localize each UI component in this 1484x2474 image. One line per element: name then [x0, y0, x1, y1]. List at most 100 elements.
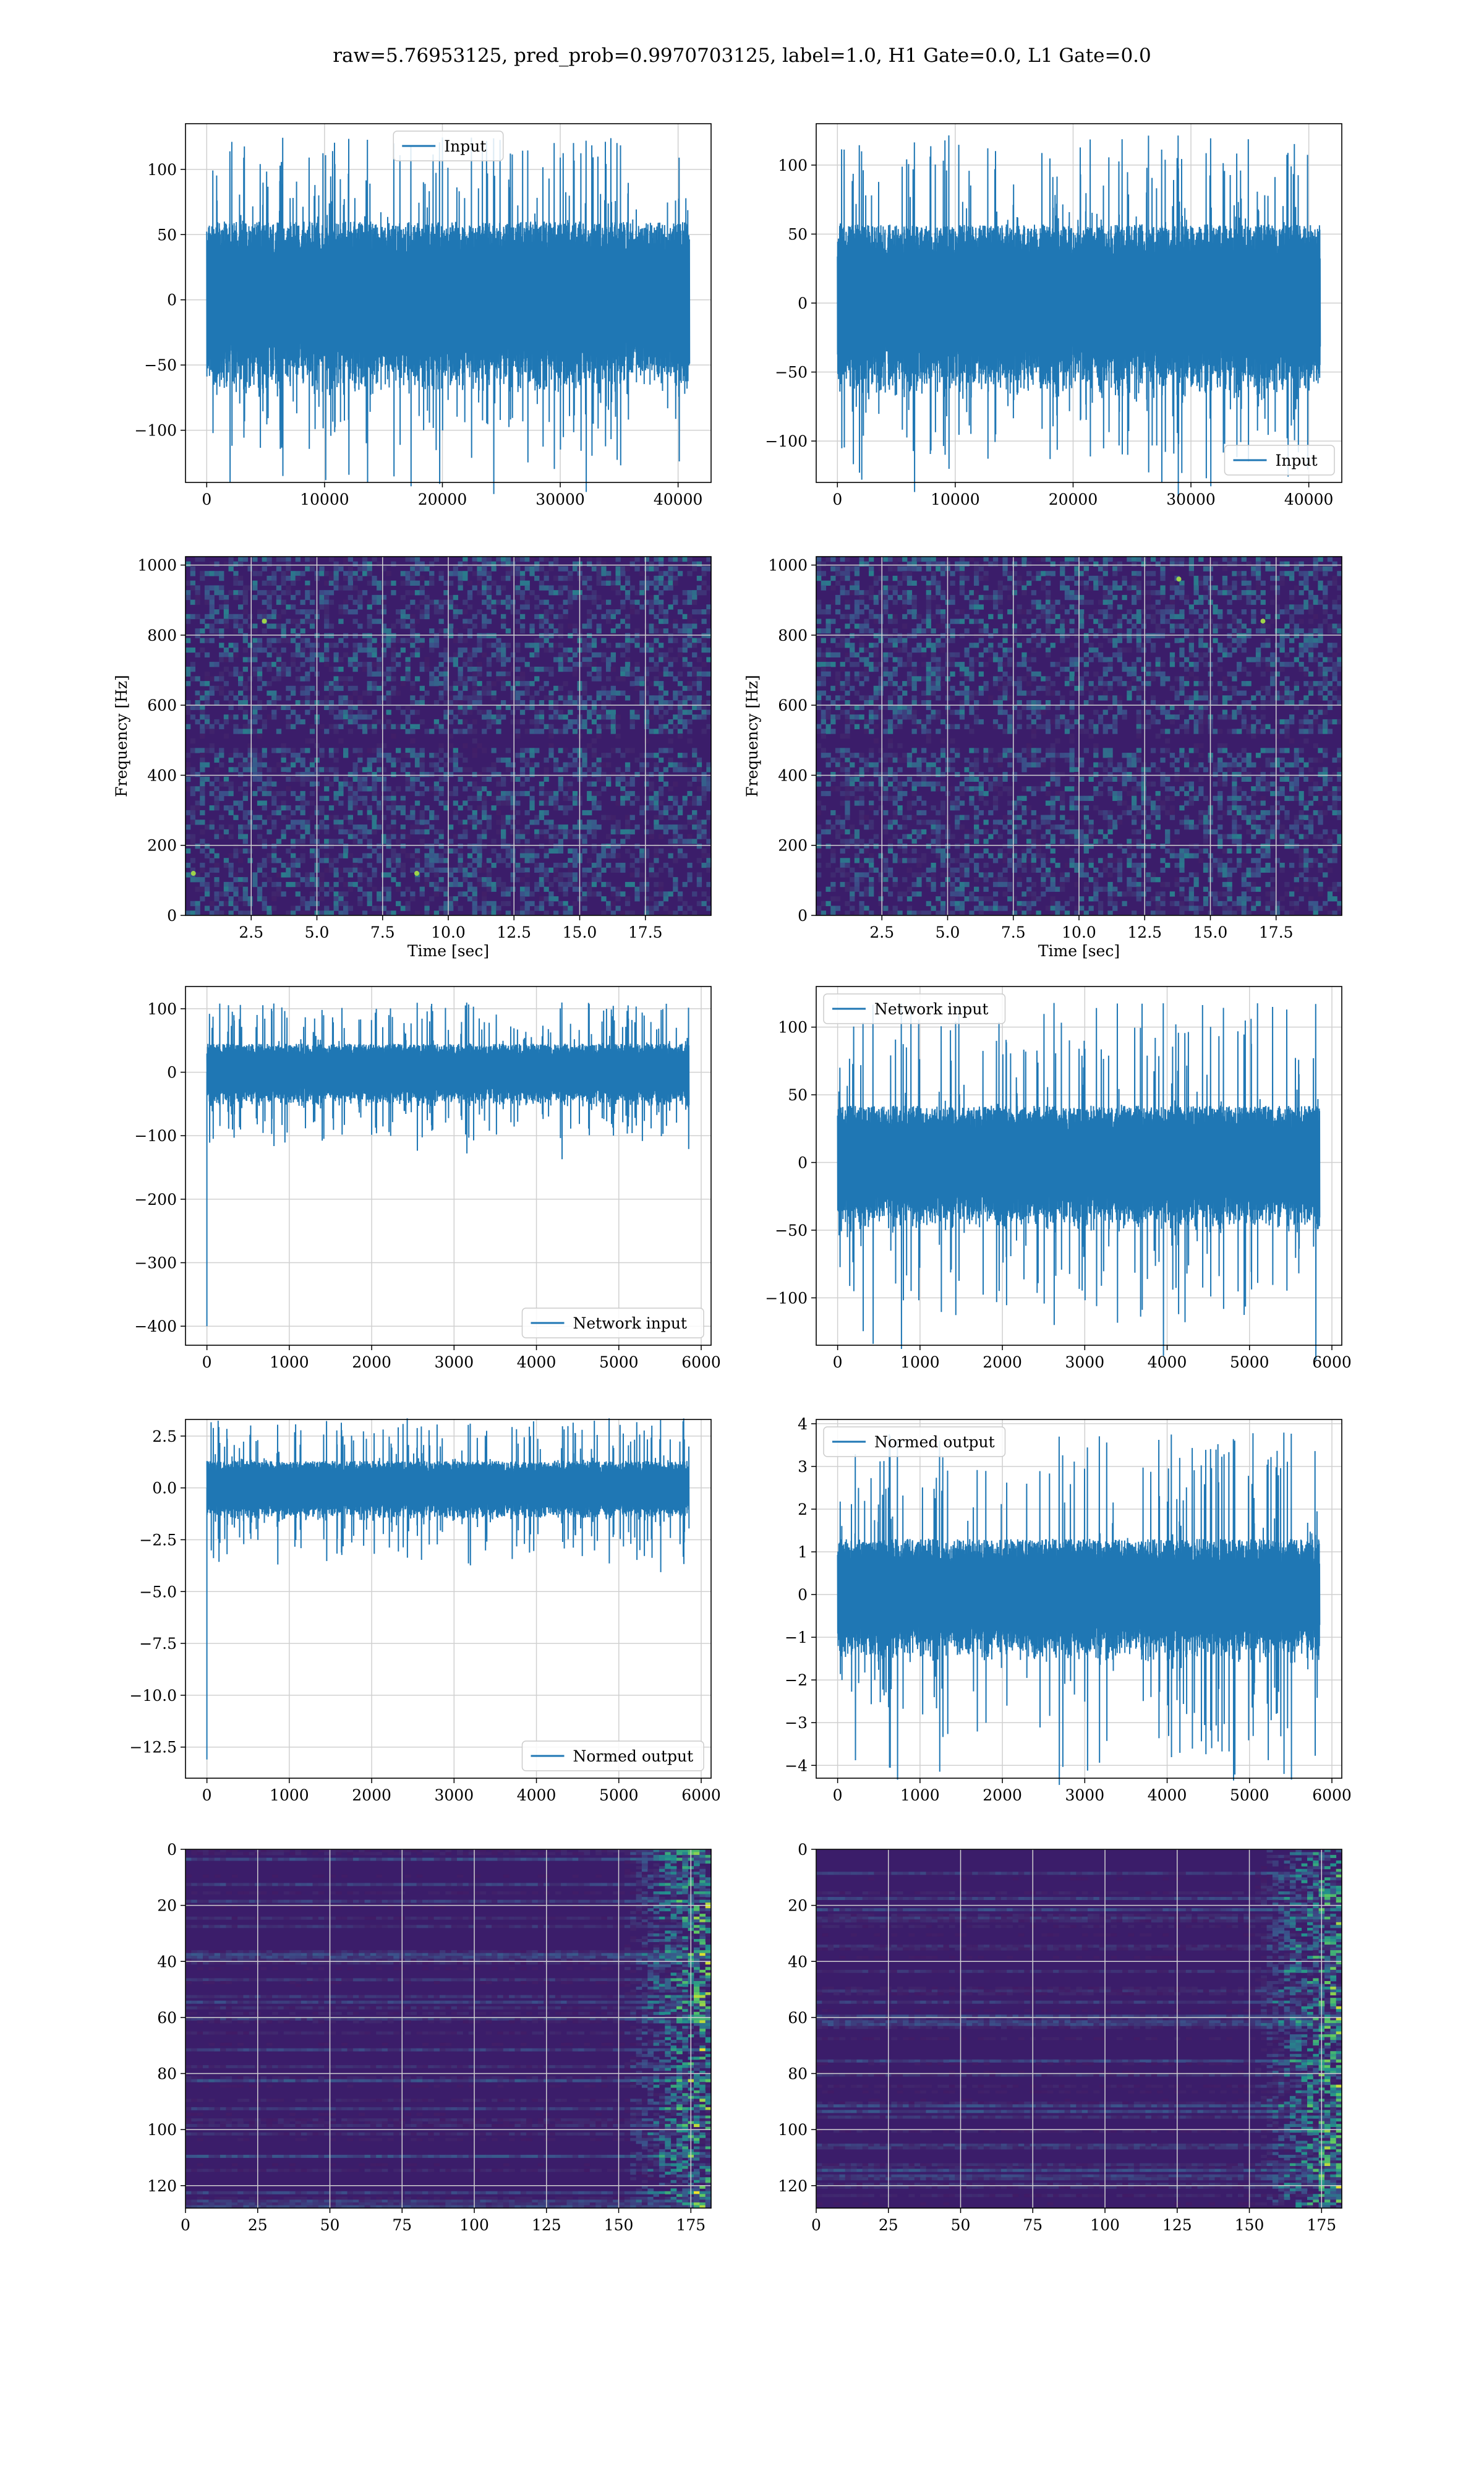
heatmap-cell [553, 700, 559, 706]
heatmap-cell [281, 666, 286, 672]
heatmap-cell [242, 695, 248, 701]
heatmap-cell [300, 690, 305, 696]
heatmap-cell [463, 685, 468, 691]
heatmap-cell [539, 867, 545, 873]
heatmap-cell [1193, 652, 1199, 657]
heatmap-cell [309, 700, 315, 706]
heatmap-cell [649, 561, 654, 567]
heatmap-cell [572, 628, 578, 634]
heatmap-cell [328, 557, 335, 562]
heatmap-cell [649, 772, 654, 777]
heatmap-cell [276, 839, 282, 844]
heatmap-cell [271, 575, 277, 581]
heatmap-cell [610, 685, 616, 691]
heatmap-cell [649, 753, 654, 758]
heatmap-cell [381, 800, 387, 806]
heatmap-cell [1127, 618, 1132, 624]
heatmap-cell [491, 762, 497, 768]
heatmap-cell [892, 557, 898, 562]
heatmap-cell [892, 666, 898, 672]
heatmap-cell [300, 571, 305, 576]
heatmap-cell [1117, 566, 1123, 571]
heatmap-cell [864, 657, 869, 662]
heatmap-cell [1179, 609, 1185, 615]
heatmap-cell [276, 891, 282, 897]
heatmap-cell [267, 776, 272, 782]
heatmap-cell [419, 719, 425, 725]
heatmap-cell [291, 628, 296, 634]
heatmap-cell [572, 623, 578, 629]
heatmap-cell [223, 714, 229, 720]
heatmap-cell [414, 633, 420, 638]
heatmap-cell [1255, 561, 1261, 567]
heatmap-cell [410, 815, 416, 820]
heatmap-cell [228, 862, 234, 868]
heatmap-cell [252, 643, 258, 648]
heatmap-cell [1241, 590, 1247, 596]
heatmap-cell [1274, 604, 1281, 610]
heatmap-cell [1155, 666, 1161, 672]
heatmap-cell [1279, 628, 1285, 634]
heatmap-cell [887, 638, 893, 643]
heatmap-cell [386, 671, 391, 677]
heatmap-cell [515, 695, 521, 701]
heatmap-cell [271, 580, 277, 586]
heatmap-cell [467, 657, 473, 662]
heatmap-cell [1260, 557, 1266, 562]
heatmap-cell [510, 772, 516, 777]
heatmap-cell [333, 790, 339, 797]
heatmap-cell [186, 671, 191, 677]
heatmap-cell [482, 709, 487, 715]
heatmap-cell [247, 757, 253, 763]
heatmap-cell [1284, 662, 1290, 667]
heatmap-cell [386, 666, 391, 672]
heatmap-cell [639, 753, 645, 758]
heatmap-cell [219, 594, 224, 601]
heatmap-cell [291, 790, 296, 797]
heatmap-cell [534, 647, 540, 653]
heatmap-cell [419, 781, 425, 787]
heatmap-cell [696, 844, 702, 849]
heatmap-cell [510, 853, 516, 858]
heatmap-cell [448, 594, 454, 601]
heatmap-cell [825, 623, 831, 629]
heatmap-cell [501, 781, 506, 787]
heatmap-cell [654, 580, 659, 586]
heatmap-cell [558, 748, 563, 753]
figure-title: raw=5.76953125, pred_prob=0.9970703125, … [333, 45, 1151, 67]
heatmap-cell [486, 575, 492, 581]
heatmap-cell [1012, 628, 1018, 634]
heatmap-cell [591, 891, 597, 897]
heatmap-cell [510, 805, 516, 811]
x-tick-label: 30000 [535, 490, 585, 508]
heatmap-cell [544, 829, 549, 835]
heatmap-cell [539, 714, 545, 720]
heatmap-cell [663, 690, 668, 696]
heatmap-cell [1079, 614, 1085, 620]
heatmap-cell [377, 748, 382, 753]
heatmap-cell [634, 700, 640, 706]
heatmap-cell [319, 805, 325, 811]
heatmap-cell [558, 805, 563, 811]
heatmap-cell [328, 575, 335, 581]
heatmap-cell [252, 557, 258, 562]
heatmap-cell [629, 910, 635, 916]
heatmap-cell [850, 618, 855, 624]
heatmap-cell [1083, 638, 1089, 643]
heatmap-cell [501, 881, 506, 888]
heatmap-cell [1146, 638, 1151, 643]
heatmap-cell [558, 709, 563, 715]
heatmap-cell [377, 719, 382, 725]
heatmap-cell [548, 734, 554, 739]
heatmap-cell [706, 700, 712, 706]
heatmap-cell [1308, 599, 1314, 605]
heatmap-cell [1274, 590, 1281, 596]
heatmap-cell [682, 853, 688, 858]
heatmap-cell [1198, 599, 1204, 605]
heatmap-cell [591, 599, 597, 605]
heatmap-cell [491, 633, 497, 638]
heatmap-cell [606, 901, 612, 907]
heatmap-cell [252, 767, 258, 773]
heatmap-cell [482, 748, 487, 753]
heatmap-cell [352, 881, 358, 888]
